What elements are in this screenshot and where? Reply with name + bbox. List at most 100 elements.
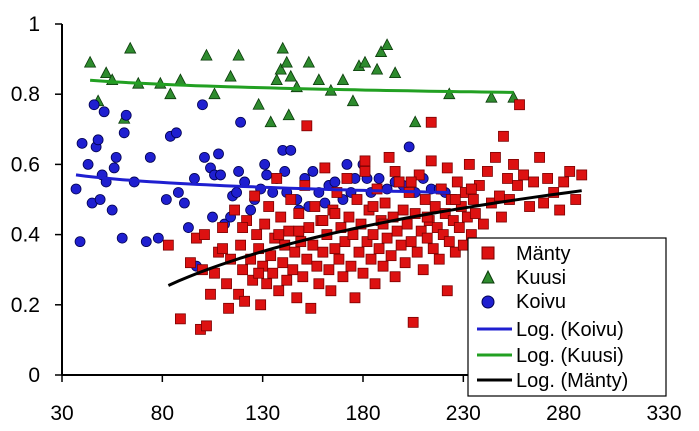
manty-point [259, 218, 271, 230]
manty-point [389, 271, 401, 283]
manty-point [273, 229, 285, 241]
manty-point [359, 166, 371, 177]
manty-point [441, 162, 453, 174]
x-tick-label: 230 [446, 402, 481, 425]
manty-point [421, 232, 433, 244]
manty-point [277, 257, 289, 269]
manty-point [447, 215, 459, 226]
manty-point [443, 236, 455, 248]
manty-point [449, 246, 461, 258]
manty-point [494, 190, 505, 202]
koivu-point [74, 236, 86, 248]
koivu-point [285, 144, 297, 156]
manty-point [381, 232, 393, 244]
koivu-point [92, 134, 104, 146]
manty-point [439, 208, 451, 219]
koivu-point [213, 148, 224, 160]
manty-point [463, 158, 475, 170]
manty-point [325, 285, 337, 297]
legend-box [467, 237, 667, 397]
manty-point [291, 292, 303, 304]
manty-point [261, 278, 273, 290]
manty-point [405, 176, 417, 188]
manty-point [469, 208, 481, 219]
manty-point [371, 183, 383, 195]
koivu-point [279, 166, 291, 177]
manty-point [564, 166, 576, 177]
manty-point [367, 201, 379, 212]
koivu-point [98, 106, 110, 118]
koivu-point [245, 204, 257, 216]
koivu-point [118, 127, 130, 139]
manty-point [251, 229, 263, 241]
koivu-point [144, 151, 156, 163]
legend-marker-manty [481, 246, 495, 260]
manty-point [313, 278, 325, 290]
trendline-logmnty [167, 189, 582, 287]
kuusi-point [370, 62, 384, 75]
y-tick-label: 1 [28, 13, 40, 36]
y-ticks: 0 0.2 0.4 0.6 0.8 1 [11, 13, 62, 387]
manty-point [301, 120, 313, 132]
koivu-point [110, 151, 122, 163]
koivu-point [82, 158, 94, 170]
manty-point [534, 151, 545, 163]
koivu-point [170, 127, 182, 139]
manty-point [399, 257, 411, 269]
manty-point [514, 99, 525, 111]
manty-point [235, 239, 246, 251]
manty-point [309, 201, 321, 212]
manty-point [425, 155, 437, 167]
manty-point [508, 158, 519, 170]
manty-point [299, 180, 311, 191]
manty-point [289, 246, 301, 258]
kuusi-point [358, 55, 372, 68]
manty-point [421, 211, 433, 223]
legend-label-log-koivu: Log. (Koivu) [516, 319, 624, 341]
manty-point [233, 288, 244, 300]
manty-point [293, 208, 305, 219]
legend-label-manty: Mänty [516, 243, 570, 265]
manty-point [239, 295, 251, 307]
kuusi-point [485, 90, 498, 103]
manty-point [217, 222, 228, 233]
manty-point [247, 274, 259, 286]
manty-point [333, 253, 345, 265]
manty-point [425, 116, 437, 128]
koivu-point [140, 236, 152, 248]
manty-point [317, 246, 329, 258]
manty-point [429, 201, 441, 212]
legend-label-log-manty: Log. (Mänty) [516, 370, 628, 392]
manty-point [467, 194, 479, 205]
kuusi-point [409, 115, 422, 128]
manty-point [359, 155, 371, 167]
legend: Mänty Kuusi Koivu Log. (Koivu) Log. (Kuu… [467, 237, 667, 397]
koivu-point [70, 183, 82, 195]
manty-point [199, 229, 210, 241]
kuusi-point [224, 69, 237, 82]
manty-point [409, 208, 421, 219]
manty-point [407, 316, 419, 328]
kuusi-point [200, 48, 213, 61]
manty-point [355, 218, 367, 230]
x-tick-label: 180 [345, 402, 380, 425]
manty-point [385, 250, 397, 262]
manty-point [373, 243, 385, 255]
manty-point [249, 190, 261, 202]
manty-point [433, 253, 445, 265]
koivu-point [116, 232, 128, 244]
manty-point [185, 257, 196, 269]
manty-point [542, 173, 554, 184]
manty-point [339, 236, 351, 248]
legend-label-log-kuusi: Log. (Kuusi) [516, 345, 624, 367]
kuusi-point [270, 73, 283, 86]
series-mnty [162, 99, 588, 335]
x-tick-label: 280 [546, 402, 581, 425]
trendline-logkuusi [89, 78, 514, 94]
koivu-point [199, 151, 210, 163]
y-tick-label: 0 [28, 364, 40, 387]
kuusi-point [346, 94, 360, 107]
manty-point [174, 313, 186, 325]
manty-point [357, 267, 369, 279]
